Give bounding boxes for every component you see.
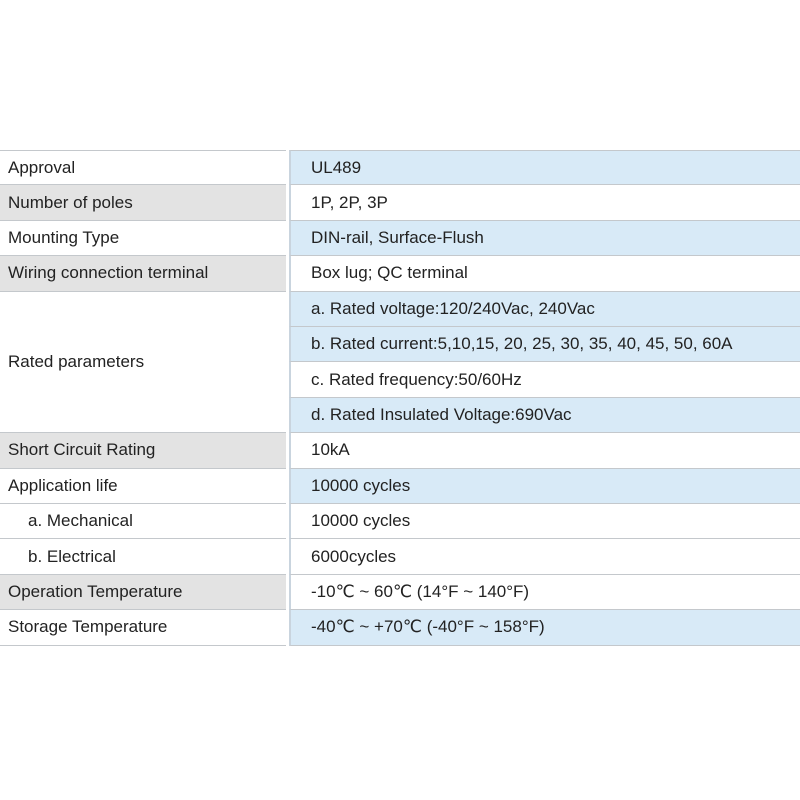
row-value: 10kA xyxy=(289,433,800,469)
row-label: Rated parameters xyxy=(0,291,286,434)
row-label: Wiring connection terminal xyxy=(0,256,286,292)
row-value: d. Rated Insulated Voltage:690Vac xyxy=(289,397,800,434)
row-label: b. Electrical xyxy=(0,539,286,575)
row-value: 6000cycles xyxy=(289,539,800,575)
row-label: Number of poles xyxy=(0,185,286,221)
row-label: Storage Temperature xyxy=(0,610,286,646)
row-value: c. Rated frequency:50/60Hz xyxy=(289,362,800,398)
row-value: 1P, 2P, 3P xyxy=(289,185,800,221)
row-label: a. Mechanical xyxy=(0,504,286,540)
row-label: Short Circuit Rating xyxy=(0,433,286,469)
row-value: UL489 xyxy=(289,150,800,186)
row-label: Application life xyxy=(0,468,286,504)
row-label: Mounting Type xyxy=(0,220,286,257)
row-value: 10000 cycles xyxy=(289,468,800,504)
row-label: Approval xyxy=(0,150,286,186)
row-value: Box lug; QC terminal xyxy=(289,256,800,292)
row-value: -40℃ ~ +70℃ (-40°F ~ 158°F) xyxy=(289,610,800,646)
row-value: DIN-rail, Surface-Flush xyxy=(289,220,800,257)
row-value: -10℃ ~ 60℃ (14°F ~ 140°F) xyxy=(289,574,800,611)
row-label: Operation Temperature xyxy=(0,574,286,611)
row-value: a. Rated voltage:120/240Vac, 240Vac xyxy=(289,291,800,327)
row-value: b. Rated current:5,10,15, 20, 25, 30, 35… xyxy=(289,327,800,363)
row-value: 10000 cycles xyxy=(289,504,800,540)
